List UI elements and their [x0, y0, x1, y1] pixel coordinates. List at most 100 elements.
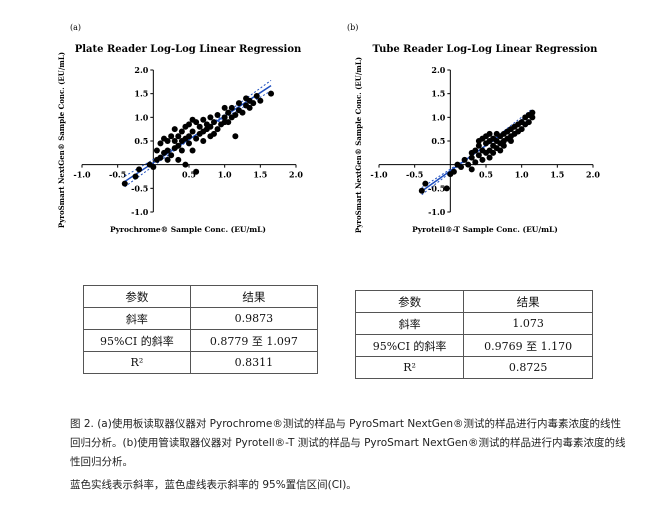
y-tick-label: -1.0	[428, 207, 446, 217]
param-ci: 95%CI 的斜率	[83, 329, 191, 352]
data-point	[207, 123, 214, 130]
header-result: 结果	[463, 290, 593, 313]
chart-title-b: Tube Reader Log-Log Linear Regression	[373, 44, 599, 55]
data-point	[458, 164, 465, 171]
data-point	[210, 130, 217, 137]
data-point	[475, 152, 482, 159]
y-tick-label: -1.0	[131, 207, 149, 217]
data-point	[214, 126, 221, 133]
table-row: 95%CI 的斜率 0.8779 至 1.097	[83, 329, 319, 352]
data-point	[157, 140, 164, 147]
data-point	[178, 128, 185, 135]
data-point	[221, 104, 228, 111]
table-row: R² 0.8311	[83, 351, 319, 374]
x-tick-label: -1.0	[73, 170, 91, 180]
data-point	[239, 109, 246, 116]
x-tick-label: -0.5	[406, 170, 423, 180]
data-point	[164, 147, 171, 154]
chart-title-a: Plate Reader Log-Log Linear Regression	[75, 44, 302, 55]
header-result: 结果	[189, 285, 319, 308]
y-tick-label: 1.5	[134, 89, 148, 99]
y-tick-label: 1.0	[431, 112, 445, 122]
data-point	[486, 130, 493, 137]
y-tick-label: 0.5	[431, 136, 445, 146]
data-point	[232, 111, 239, 118]
data-point	[486, 154, 493, 161]
plot-area-b: -1.0 -0.5 0.5 1.0 1.5 2.0 -1.0 -0.5 0.5 1.0 1.5 2.0	[370, 65, 600, 217]
data-point	[468, 166, 475, 173]
data-point	[132, 173, 139, 180]
data-point	[479, 156, 486, 163]
data-point	[186, 121, 192, 128]
data-point	[186, 140, 192, 147]
value-ci: 0.8779 至 1.097	[189, 329, 319, 352]
data-point	[465, 161, 472, 168]
data-point	[490, 149, 497, 156]
data-point	[171, 138, 178, 144]
data-point	[189, 147, 196, 154]
chart-tube-reader: (b) Tube Reader Log-Log Linear Regressio…	[347, 23, 600, 234]
data-point	[443, 185, 450, 192]
results-table-a: 参数 结果 斜率 0.9873 95%CI 的斜率 0.8779 至 1.097…	[83, 285, 319, 374]
data-point	[525, 119, 532, 126]
param-ci: 95%CI 的斜率	[354, 334, 465, 357]
data-point	[182, 161, 189, 168]
data-point	[450, 168, 457, 175]
data-point	[189, 116, 196, 123]
value-r2: 0.8311	[189, 351, 319, 374]
caption-note: 蓝色实线表示斜率，蓝色虚线表示斜率的 95%置信区间(CI)。	[70, 479, 357, 491]
y-tick-label: 1.0	[134, 112, 148, 122]
data-point	[268, 90, 275, 97]
table-header-row: 参数 结果	[83, 285, 319, 308]
data-point	[168, 133, 175, 140]
data-point	[418, 187, 425, 194]
data-point	[518, 126, 525, 133]
data-point	[175, 142, 182, 149]
data-point	[175, 133, 182, 140]
data-point	[235, 100, 242, 107]
table-row: 斜率 1.073	[354, 312, 593, 335]
data-point	[214, 111, 221, 118]
data-point	[250, 100, 257, 107]
data-point	[475, 142, 482, 149]
data-point	[246, 104, 253, 111]
y-tick-label: 1.5	[431, 89, 445, 99]
data-point	[221, 114, 228, 121]
data-point	[422, 180, 429, 187]
x-tick-label: 1.5	[550, 170, 564, 180]
value-ci: 0.9769 至 1.170	[463, 334, 593, 357]
data-point	[210, 119, 217, 126]
value-slope: 1.073	[463, 312, 593, 335]
panel-label-b: (b)	[347, 23, 358, 32]
data-point	[196, 123, 203, 130]
data-point	[461, 156, 468, 163]
data-point	[225, 109, 232, 116]
y-axis-label-b: PyroSmart NextGen® Sample Conc. (EU/mL)	[354, 57, 363, 233]
data-point	[136, 166, 143, 173]
value-r2: 0.8725	[463, 356, 593, 379]
x-tick-label: 1.5	[253, 170, 267, 180]
data-point	[500, 142, 507, 149]
data-point	[175, 156, 182, 163]
x-tick-label: 1.0	[515, 170, 529, 180]
data-point	[153, 147, 160, 154]
data-point	[193, 135, 200, 142]
value-slope: 0.9873	[189, 307, 319, 330]
data-point	[228, 104, 235, 111]
data-point	[529, 114, 536, 121]
y-tick-label: -0.5	[428, 183, 445, 193]
figure-caption: 图 2. (a)使用板读取器仪器对 Pyrochrome®测试的样品与 Pyro…	[70, 415, 630, 495]
param-r2: R²	[354, 356, 465, 379]
data-point	[157, 154, 164, 161]
data-point	[186, 133, 192, 140]
x-axis-label-a: Pyrochrome® Sample Conc. (EU/mL)	[110, 225, 266, 234]
x-tick-label: 2.0	[586, 170, 600, 180]
param-slope: 斜率	[83, 307, 191, 330]
table-row: 斜率 0.9873	[83, 307, 319, 330]
table-header-row: 参数 结果	[354, 290, 593, 313]
y-tick-label: 0.5	[134, 136, 148, 146]
data-point	[468, 154, 475, 161]
data-point	[200, 116, 207, 123]
plot-area-a: -1.0 -0.5 0.5 1.0 1.5 2.0 -1.0 -0.5 0.5 1.0 1.5 2.0	[73, 65, 303, 217]
header-parameter: 参数	[83, 285, 191, 308]
